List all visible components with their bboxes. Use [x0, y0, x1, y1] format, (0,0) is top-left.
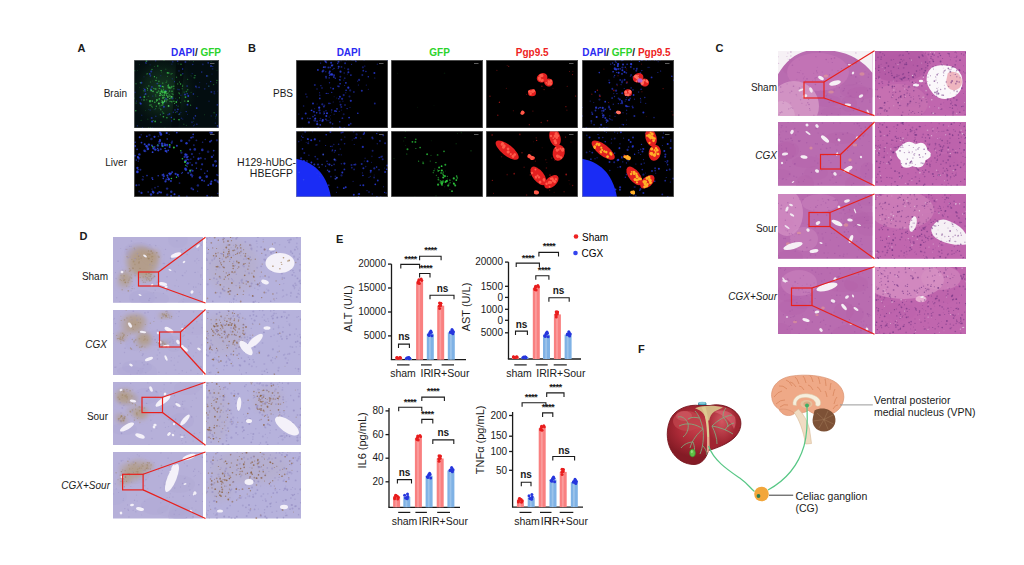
svg-text:5000: 5000: [364, 330, 387, 341]
svg-text:AST (U/L): AST (U/L): [460, 283, 472, 332]
svg-text:sham: sham: [514, 515, 540, 527]
svg-text:****: ****: [525, 391, 538, 402]
svg-text:ns: ns: [398, 331, 410, 342]
svg-text:0: 0: [497, 315, 503, 326]
svg-text:****: ****: [549, 381, 562, 392]
svg-text:60: 60: [372, 429, 384, 440]
svg-text:IR+Sour: IR+Sour: [429, 515, 468, 527]
svg-text:TNFα (pg/mL): TNFα (pg/mL): [474, 406, 486, 475]
svg-text:****: ****: [424, 244, 437, 255]
svg-text:IR+Sour: IR+Sour: [549, 515, 588, 527]
svg-text:ns: ns: [437, 427, 449, 438]
svg-text:0: 0: [497, 292, 503, 303]
svg-text:40: 40: [372, 452, 384, 463]
svg-text:IR: IR: [536, 367, 547, 379]
svg-text:200: 200: [490, 410, 507, 421]
svg-text:1500: 1500: [481, 281, 504, 292]
svg-text:CGX: CGX: [582, 248, 604, 259]
svg-text:IR+Sour: IR+Sour: [547, 367, 586, 379]
svg-text:5000: 5000: [481, 327, 504, 338]
svg-text:sham: sham: [506, 367, 532, 379]
svg-text:sham: sham: [390, 367, 416, 379]
svg-text:IL6 (pg/mL): IL6 (pg/mL): [356, 412, 368, 468]
svg-text:ns: ns: [558, 445, 570, 456]
svg-text:ns: ns: [399, 467, 411, 478]
svg-text:****: ****: [404, 253, 417, 264]
svg-text:10000: 10000: [358, 306, 386, 317]
svg-text:150: 150: [490, 430, 507, 441]
svg-text:ns: ns: [520, 469, 532, 480]
svg-text:****: ****: [542, 401, 555, 412]
svg-text:****: ****: [538, 264, 551, 275]
svg-text:IR+Sour: IR+Sour: [431, 367, 470, 379]
svg-text:15000: 15000: [358, 282, 386, 293]
svg-text:20000: 20000: [475, 256, 503, 267]
svg-text:100: 100: [490, 446, 507, 457]
svg-text:****: ****: [404, 396, 417, 407]
svg-text:Sham: Sham: [582, 232, 608, 243]
svg-text:20: 20: [372, 476, 384, 487]
svg-text:****: ****: [427, 385, 440, 396]
svg-text:80: 80: [372, 405, 384, 416]
svg-text:1000: 1000: [481, 304, 504, 315]
svg-text:ns: ns: [516, 319, 528, 330]
svg-text:ns: ns: [437, 283, 449, 294]
svg-text:sham: sham: [392, 515, 418, 527]
svg-text:ns: ns: [553, 285, 565, 296]
svg-text:IR: IR: [419, 515, 430, 527]
svg-text:****: ****: [420, 262, 433, 273]
svg-text:ALT (U/L): ALT (U/L): [342, 285, 354, 332]
svg-text:****: ****: [543, 240, 556, 251]
svg-text:****: ****: [421, 408, 434, 419]
svg-text:****: ****: [522, 252, 535, 263]
svg-text:20000: 20000: [358, 258, 386, 269]
svg-text:50: 50: [496, 465, 508, 476]
